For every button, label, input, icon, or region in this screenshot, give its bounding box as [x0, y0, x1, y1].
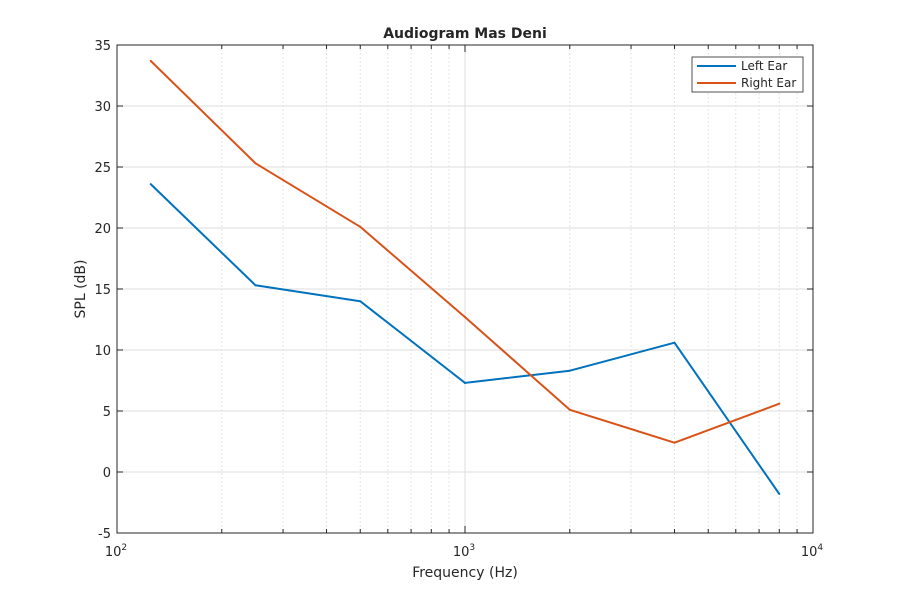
- y-tick-label: 10: [94, 344, 111, 359]
- data-point-right-ear: [464, 316, 466, 319]
- data-point-right-ear: [778, 402, 781, 405]
- x-axis-title: Frequency (Hz): [412, 565, 518, 581]
- data-point-left-ear: [359, 300, 362, 303]
- legend-box: [691, 56, 804, 93]
- legend-label-left-ear: Left Ear: [741, 59, 787, 73]
- y-tick-label: 30: [94, 100, 111, 115]
- y-axis-title: SPL (dB): [73, 260, 89, 319]
- chart-title: Audiogram Mas Deni: [383, 26, 547, 42]
- x-tick-label: 102: [105, 543, 127, 560]
- y-tick-label: 5: [103, 405, 111, 420]
- y-tick-label: 0: [103, 466, 111, 481]
- x-tick-label: 103: [453, 543, 475, 560]
- series-lines: [149, 59, 781, 495]
- x-tick-label-base: 10: [801, 545, 818, 560]
- y-tick-label: -5: [98, 527, 111, 542]
- y-tick-label: 20: [94, 222, 111, 237]
- data-point-right-ear: [149, 59, 152, 62]
- x-tick-label: 104: [801, 543, 824, 560]
- x-tick-label-exponent: 2: [121, 543, 127, 553]
- y-tick-label: 15: [94, 283, 111, 298]
- data-point-right-ear: [568, 408, 571, 411]
- x-tick-label-exponent: 3: [469, 543, 475, 553]
- data-point-right-ear: [673, 441, 676, 444]
- data-point-left-ear: [778, 492, 781, 495]
- x-tick-label-base: 10: [453, 545, 470, 560]
- x-tick-label-exponent: 4: [817, 543, 823, 553]
- data-point-left-ear: [673, 341, 676, 344]
- x-tick-label-base: 10: [105, 545, 122, 560]
- data-point-left-ear: [149, 183, 152, 186]
- data-point-right-ear: [359, 225, 362, 228]
- y-tick-label: 25: [94, 161, 111, 176]
- y-tick-label: 35: [94, 39, 111, 54]
- legend-label-right-ear: Right Ear: [741, 76, 796, 90]
- data-point-left-ear: [464, 381, 466, 384]
- data-point-left-ear: [568, 369, 571, 372]
- data-point-right-ear: [254, 162, 257, 165]
- legend: Left Ear Right Ear: [691, 56, 804, 93]
- grid: [117, 45, 813, 533]
- data-point-left-ear: [254, 284, 257, 287]
